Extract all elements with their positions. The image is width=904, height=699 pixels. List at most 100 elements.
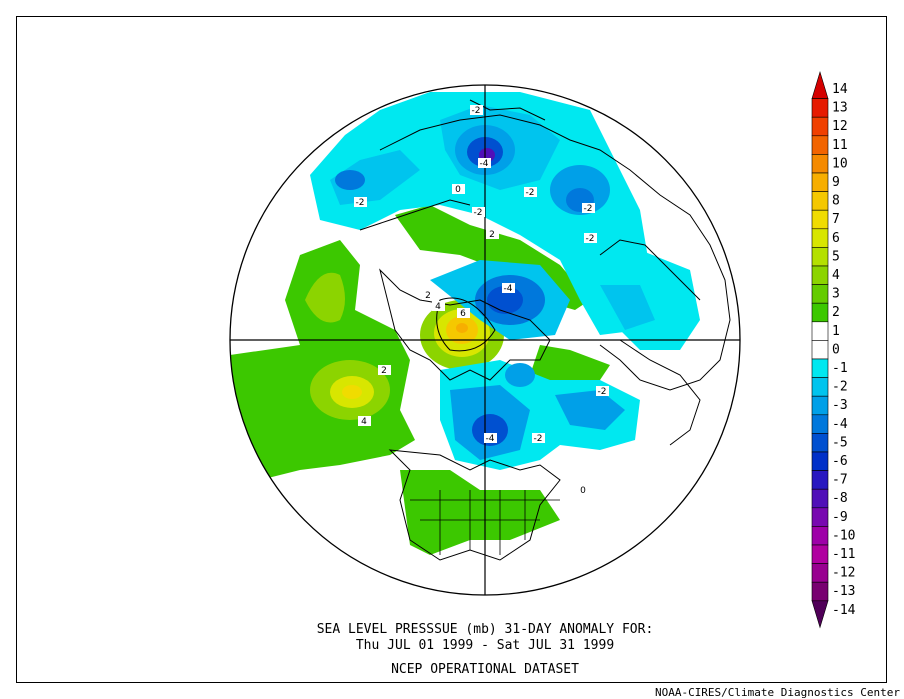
contour-label: -2 bbox=[584, 204, 593, 214]
colorbar-label: 6 bbox=[832, 231, 840, 246]
colorbar-swatch bbox=[811, 581, 829, 602]
contour-label-bg bbox=[457, 308, 470, 318]
colorbar-label: 2 bbox=[832, 305, 840, 320]
contour-label: 0 bbox=[580, 486, 586, 496]
colorbar-swatch bbox=[811, 70, 829, 99]
colorbar-label: -11 bbox=[832, 547, 855, 562]
contour-label: -2 bbox=[586, 234, 595, 244]
colorbar-swatch bbox=[811, 470, 829, 490]
contour-label-bg bbox=[354, 197, 367, 207]
colorbar-swatch bbox=[811, 209, 829, 230]
map-boundary bbox=[229, 84, 741, 596]
contour-label: 0 bbox=[455, 185, 461, 195]
contour-label-bg bbox=[486, 229, 499, 239]
contour-label-bg bbox=[422, 290, 435, 300]
colorbar-swatch bbox=[811, 600, 829, 629]
colorbar-swatch bbox=[811, 135, 829, 155]
colorbar-label: -5 bbox=[832, 435, 848, 450]
colorbar-swatch bbox=[811, 377, 829, 397]
credit-text: NOAA-CIRES/Climate Diagnostics Center bbox=[654, 686, 900, 699]
contour-label: -4 bbox=[480, 159, 489, 169]
colorbar-label: 10 bbox=[832, 156, 848, 171]
colorbar-label: 8 bbox=[832, 194, 840, 209]
colorbar-label: 5 bbox=[832, 249, 840, 264]
contour-label-bg bbox=[524, 187, 537, 197]
colorbar-label: 0 bbox=[832, 342, 840, 357]
colorbar-label: 11 bbox=[832, 138, 848, 153]
colorbar-swatch bbox=[811, 98, 829, 118]
contour-label: -2 bbox=[474, 208, 483, 218]
colorbar-label: 13 bbox=[832, 101, 848, 116]
colorbar-swatch bbox=[811, 433, 829, 453]
colorbar-label: 12 bbox=[832, 119, 848, 134]
contour-label: 4 bbox=[435, 302, 441, 312]
colorbar-label: -7 bbox=[832, 473, 848, 488]
contour-label-bg bbox=[432, 301, 445, 311]
colorbar-swatch bbox=[811, 154, 829, 174]
title-line1: SEA LEVEL PRESSSUE (mb) 31-DAY ANOMALY F… bbox=[317, 622, 654, 637]
contour-label-bg bbox=[358, 416, 371, 426]
colorbar-label: -13 bbox=[832, 584, 855, 599]
contour-label: 2 bbox=[381, 366, 387, 376]
colorbar-swatch bbox=[811, 265, 829, 285]
colorbar-swatch bbox=[811, 172, 829, 192]
colorbar-label: -3 bbox=[832, 398, 848, 413]
contour-label: -2 bbox=[598, 387, 607, 397]
colorbar-swatch bbox=[811, 451, 829, 471]
colorbar-label: -2 bbox=[832, 380, 848, 395]
colorbar: 14131211109876543210-1-2-3-4-5-6-7-8-9-1… bbox=[811, 70, 856, 629]
colorbar-label: -10 bbox=[832, 528, 855, 543]
colorbar-label: 14 bbox=[832, 82, 848, 97]
contour-label: -2 bbox=[472, 106, 481, 116]
contour-label: 2 bbox=[489, 230, 495, 240]
title-line3: NCEP OPERATIONAL DATASET bbox=[391, 662, 579, 677]
contour-label-bg bbox=[484, 433, 497, 443]
colorbar-label: -1 bbox=[832, 361, 848, 376]
colorbar-swatch bbox=[811, 395, 829, 416]
colorbar-swatch bbox=[811, 340, 829, 360]
colorbar-swatch bbox=[811, 284, 829, 304]
colorbar-label: 9 bbox=[832, 175, 840, 190]
contour-label-bg bbox=[577, 485, 590, 495]
contour-label-bg bbox=[584, 233, 597, 243]
contour-label: 4 bbox=[361, 417, 367, 427]
colorbar-swatch bbox=[811, 302, 829, 323]
colorbar-swatch bbox=[811, 507, 829, 527]
colorbar-swatch bbox=[811, 544, 829, 564]
contour-label-bg bbox=[582, 203, 595, 213]
colorbar-label: -14 bbox=[832, 603, 856, 618]
contour-label-bg bbox=[452, 184, 465, 194]
colorbar-swatch bbox=[811, 321, 829, 341]
colorbar-swatch bbox=[811, 228, 829, 248]
contour-label: -2 bbox=[526, 188, 535, 198]
pacific-high-core bbox=[305, 272, 345, 323]
colorbar-swatch bbox=[811, 116, 829, 137]
colorbar-label: 3 bbox=[832, 287, 840, 302]
colorbar-label: -6 bbox=[832, 454, 848, 469]
contour-label-bg bbox=[478, 158, 491, 168]
colorbar-swatch bbox=[811, 247, 829, 267]
contour-label-bg bbox=[378, 365, 391, 375]
contour-label-bg bbox=[596, 386, 609, 396]
colorbar-swatch bbox=[811, 488, 829, 509]
contour-label: -4 bbox=[486, 434, 495, 444]
colorbar-label: -12 bbox=[832, 566, 855, 581]
contour-label: -2 bbox=[356, 198, 365, 208]
colorbar-swatch bbox=[811, 563, 829, 583]
colorbar-swatch bbox=[811, 526, 829, 546]
contour-label: 6 bbox=[460, 309, 466, 319]
colorbar-label: 7 bbox=[832, 212, 840, 227]
contour-label-bg bbox=[472, 207, 485, 217]
plot-frame bbox=[16, 16, 887, 683]
contour-label-bg bbox=[532, 433, 545, 443]
colorbar-label: -9 bbox=[832, 510, 848, 525]
contour-label-bg bbox=[502, 283, 515, 293]
colorbar-swatch bbox=[811, 191, 829, 211]
title-line2: Thu JUL 01 1999 - Sat JUL 31 1999 bbox=[356, 638, 614, 653]
colorbar-label: -4 bbox=[832, 417, 848, 432]
colorbar-label: -8 bbox=[832, 491, 848, 506]
contour-label-bg bbox=[470, 105, 483, 115]
contour-label: -4 bbox=[504, 284, 513, 294]
